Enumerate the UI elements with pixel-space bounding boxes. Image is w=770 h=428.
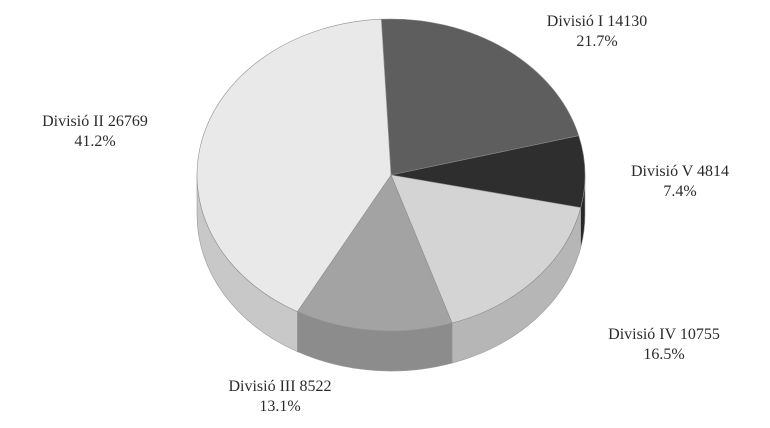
slice-label-divisio-i: Divisió I 14130 21.7%: [547, 12, 647, 52]
slice-label-name: Divisió III 8522: [228, 378, 332, 395]
slice-divisi-ii: [196, 18, 392, 313]
pie-top-faces: [196, 18, 586, 332]
slice-label-divisio-iii: Divisió III 8522 13.1%: [228, 377, 331, 417]
slice-divisi-iii: [296, 174, 453, 332]
slice-percent: 13.1%: [259, 398, 301, 415]
slice-divisi-iv: [390, 174, 582, 324]
slice-percent: 16.5%: [643, 346, 685, 363]
slice-label-divisio-v: Divisió V 4814 7.4%: [631, 162, 729, 202]
slice-percent: 21.7%: [576, 33, 618, 50]
slice-label-divisio-iv: Divisió IV 10755 16.5%: [608, 325, 720, 365]
slice-label-name: Divisió IV 10755: [608, 326, 720, 343]
slice-percent: 41.2%: [74, 133, 116, 150]
slice-percent: 7.4%: [663, 183, 697, 200]
slice-label-divisio-ii: Divisió II 26769 41.2%: [42, 112, 148, 152]
slice-label-name: Divisió II 26769: [42, 113, 148, 130]
slice-label-name: Divisió V 4814: [630, 163, 730, 180]
slice-divisi-i: [380, 18, 580, 176]
slice-label-name: Divisió I 14130: [546, 13, 648, 30]
